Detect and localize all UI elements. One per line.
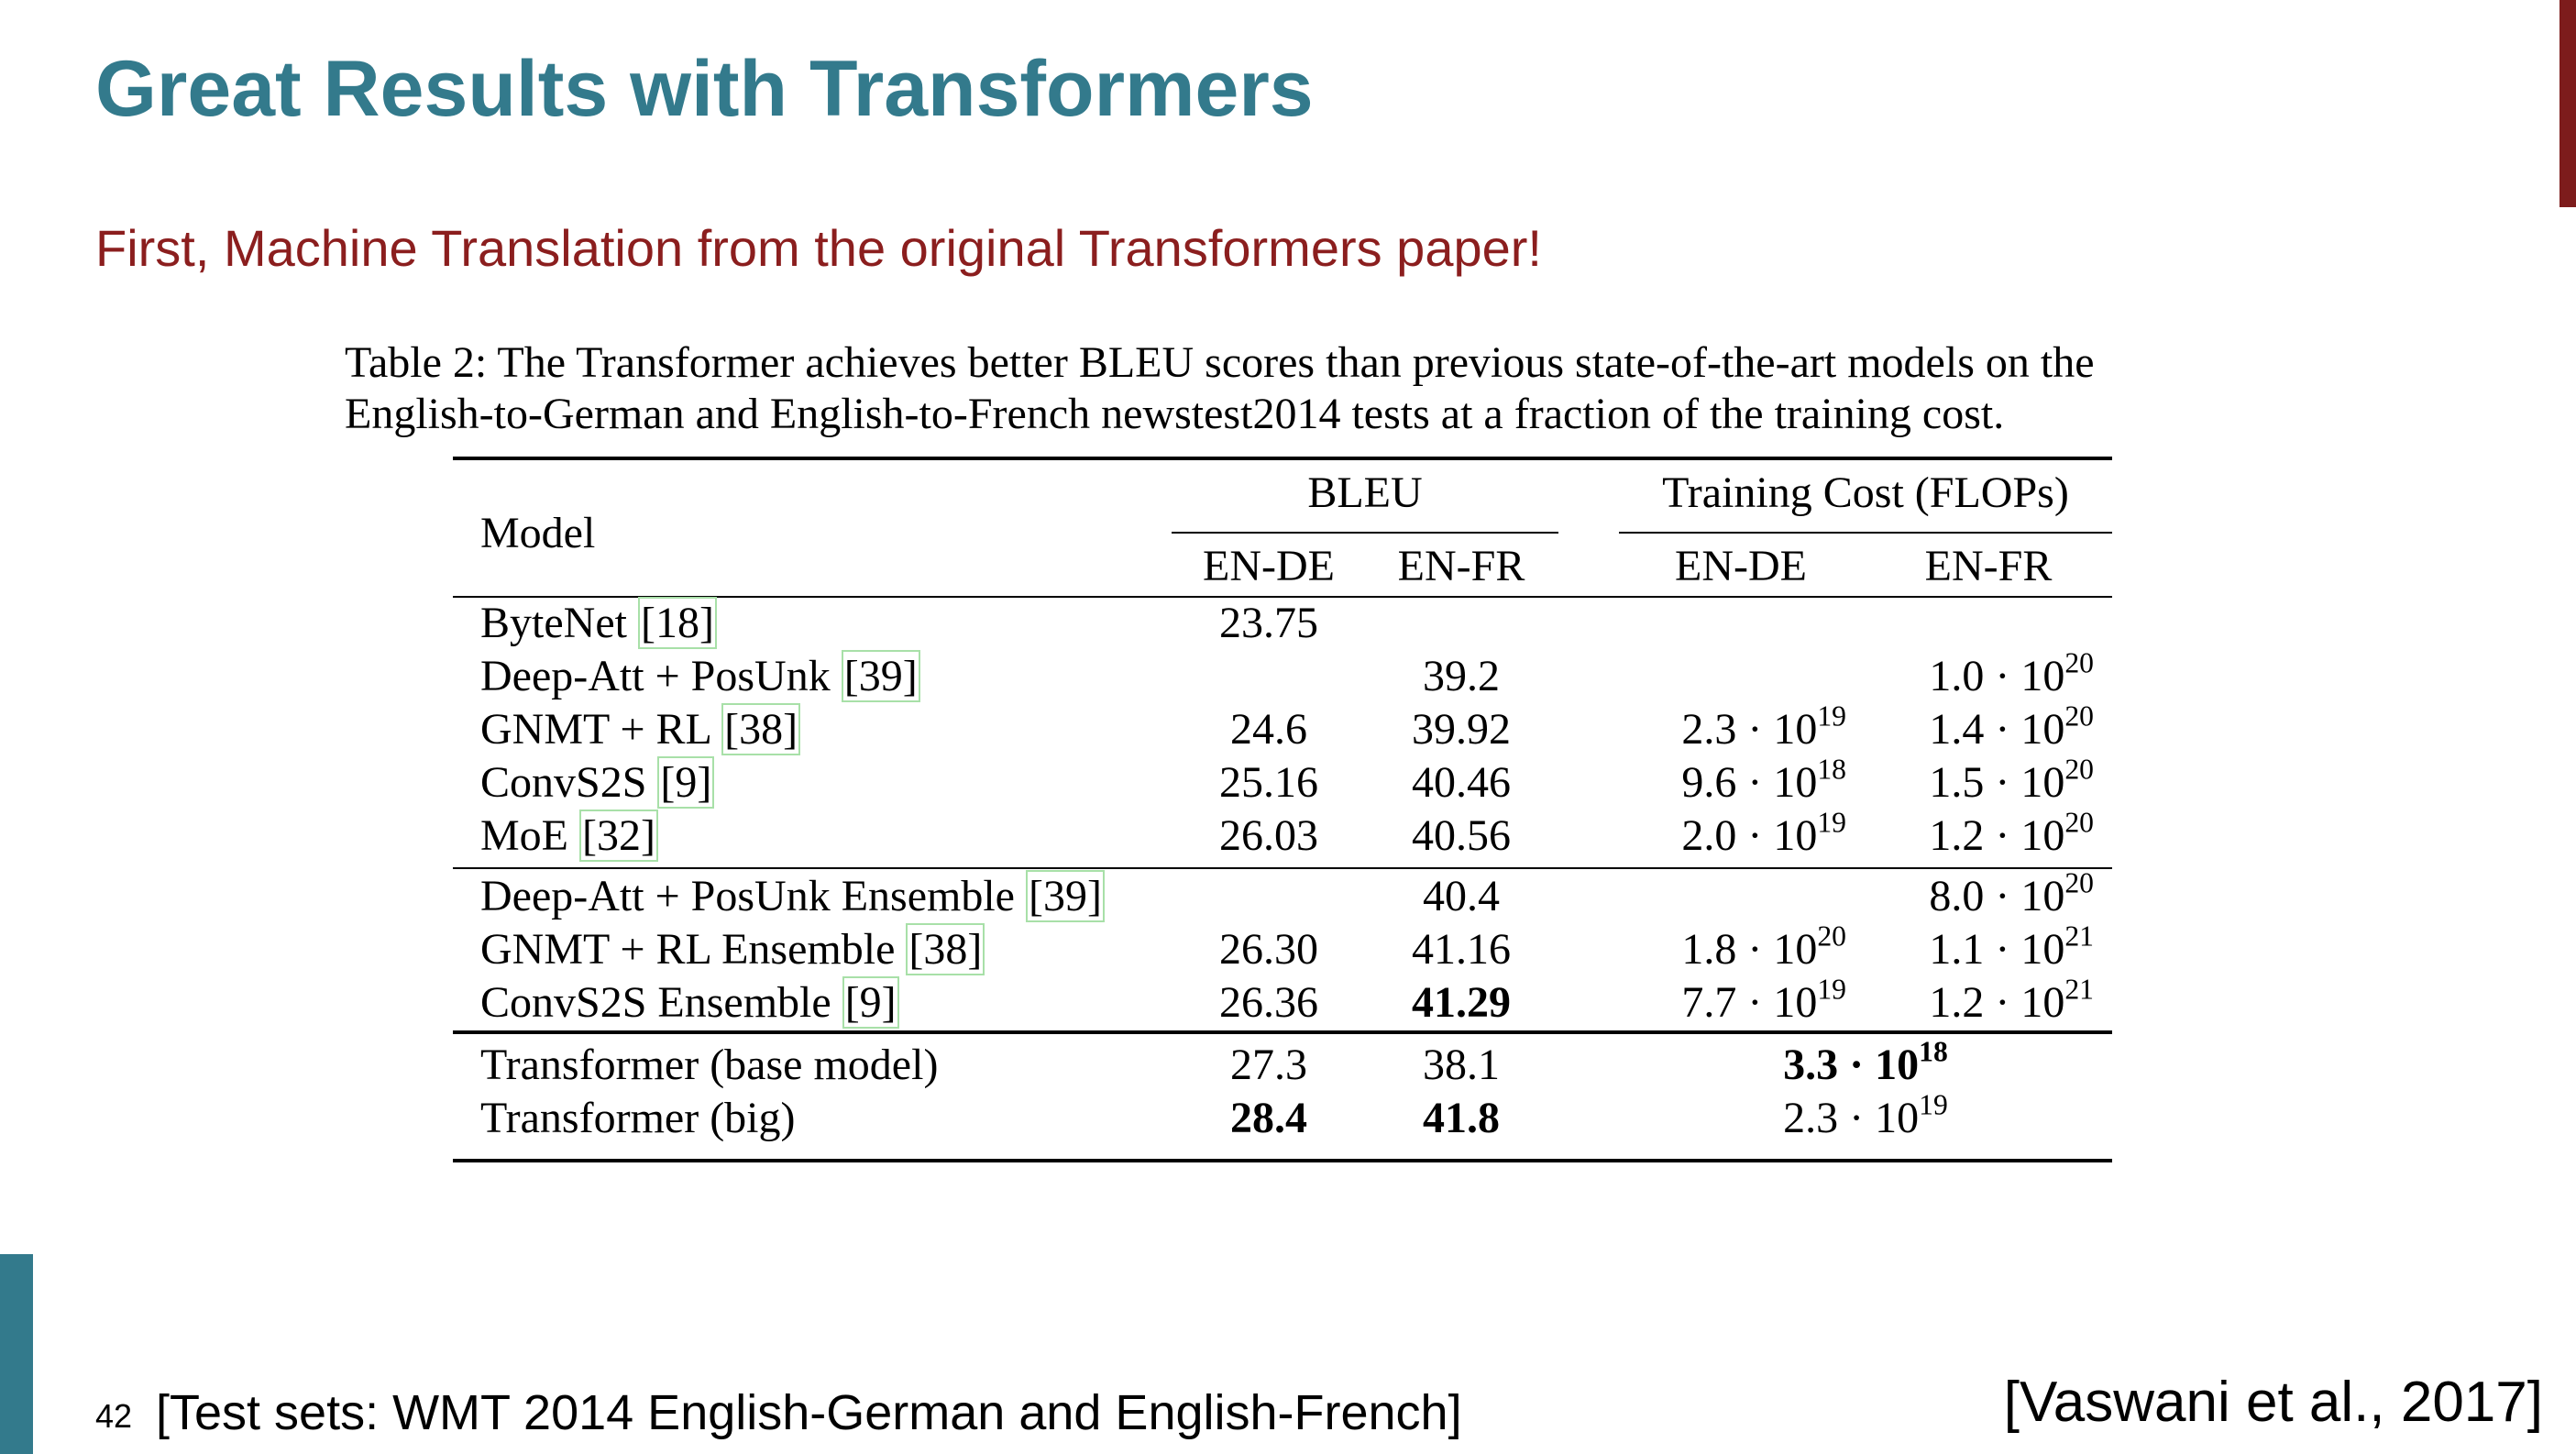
bleu-enfr-value: 39.2 xyxy=(1423,652,1500,700)
footer-citation: [Vaswani et al., 2017] xyxy=(2003,1371,2543,1434)
bleu-enfr-value: 39.92 xyxy=(1412,705,1511,754)
group-rule xyxy=(453,867,2112,869)
cost-underline xyxy=(1619,532,2112,534)
cost-enfr-value: 1.5 · 1020 xyxy=(1929,753,2094,807)
bleu-ende-value: 26.36 xyxy=(1219,978,1318,1027)
caption-line-2: English-to-German and English-to-French … xyxy=(345,390,2005,438)
cost-ende-value: 9.6 · 1018 xyxy=(1681,753,1846,807)
table-caption: Table 2: The Transformer achieves better… xyxy=(345,337,2251,440)
header-bleu-ende: EN-DE xyxy=(1203,542,1335,590)
model-name: Deep-Att + PosUnk [39] xyxy=(480,650,920,702)
cost-enfr-value: 1.1 · 1021 xyxy=(1929,920,2094,974)
header-rule xyxy=(453,596,2112,598)
bleu-ende-value: 25.16 xyxy=(1219,758,1318,807)
header-cost-ende: EN-DE xyxy=(1675,542,1807,590)
top-rule xyxy=(453,457,2112,460)
citation-link[interactable]: [39] xyxy=(1025,870,1105,922)
bleu-ende-value: 23.75 xyxy=(1219,599,1318,647)
cost-ende-value: 1.8 · 1020 xyxy=(1681,920,1846,974)
bottom-rule xyxy=(453,1159,2112,1162)
model-name: GNMT + RL [38] xyxy=(480,703,801,755)
bleu-enfr-value: 38.1 xyxy=(1423,1041,1500,1089)
accent-bar-right xyxy=(2559,0,2576,207)
footer-test-sets: [Test sets: WMT 2014 English-German and … xyxy=(156,1385,1462,1440)
accent-bar-left xyxy=(0,1254,33,1454)
model-name: Deep-Att + PosUnk Ensemble [39] xyxy=(480,870,1105,922)
model-name: Transformer (big) xyxy=(480,1094,796,1142)
model-name: ConvS2S [9] xyxy=(480,756,715,809)
bleu-enfr-value: 40.4 xyxy=(1423,872,1500,920)
page-number: 42 xyxy=(95,1397,133,1435)
model-name: ConvS2S Ensemble [9] xyxy=(480,976,899,1029)
header-bleu-enfr: EN-FR xyxy=(1397,542,1525,590)
training-cost-value: 3.3 · 1018 xyxy=(1783,1035,1948,1089)
model-name: Transformer (base model) xyxy=(480,1041,939,1089)
citation-link[interactable]: [18] xyxy=(637,597,717,649)
slide-subtitle: First, Machine Translation from the orig… xyxy=(95,219,1542,277)
bleu-ende-value: 26.03 xyxy=(1219,811,1318,860)
transformer-rule xyxy=(453,1030,2112,1034)
bleu-enfr-value: 41.8 xyxy=(1423,1094,1500,1142)
model-name: MoE [32] xyxy=(480,810,658,862)
header-training-cost: Training Cost (FLOPs) xyxy=(1662,468,2069,517)
cost-ende-value: 7.7 · 1019 xyxy=(1681,973,1846,1027)
bleu-enfr-value: 41.16 xyxy=(1412,925,1511,974)
cost-ende-value: 2.3 · 1019 xyxy=(1681,699,1846,754)
citation-link[interactable]: [38] xyxy=(721,703,801,755)
cost-ende-value: 2.0 · 1019 xyxy=(1681,806,1846,860)
bleu-ende-value: 27.3 xyxy=(1230,1041,1307,1089)
training-cost-value: 2.3 · 1019 xyxy=(1783,1088,1948,1142)
caption-line-1: Table 2: The Transformer achieves better… xyxy=(345,338,2095,387)
cost-enfr-value: 1.4 · 1020 xyxy=(1929,699,2094,754)
cost-enfr-value: 8.0 · 1020 xyxy=(1929,866,2094,920)
bleu-ende-value: 26.30 xyxy=(1219,925,1318,974)
bleu-ende-value: 28.4 xyxy=(1230,1094,1307,1142)
citation-link[interactable]: [32] xyxy=(579,810,658,862)
cost-enfr-value: 1.2 · 1020 xyxy=(1929,806,2094,860)
citation-link[interactable]: [39] xyxy=(841,650,920,702)
cost-enfr-value: 1.0 · 1020 xyxy=(1929,646,2094,700)
citation-link[interactable]: [9] xyxy=(842,976,899,1029)
bleu-enfr-value: 40.56 xyxy=(1412,811,1511,860)
bleu-underline xyxy=(1172,532,1558,534)
cost-enfr-value: 1.2 · 1021 xyxy=(1929,973,2094,1027)
model-name: ByteNet [18] xyxy=(480,597,717,649)
bleu-enfr-value: 41.29 xyxy=(1412,978,1511,1027)
citation-link[interactable]: [9] xyxy=(657,756,715,809)
citation-link[interactable]: [38] xyxy=(906,923,985,975)
header-model: Model xyxy=(480,509,596,557)
bleu-enfr-value: 40.46 xyxy=(1412,758,1511,807)
results-table: Model BLEU Training Cost (FLOPs) EN-DE E… xyxy=(453,457,2112,1162)
header-cost-enfr: EN-FR xyxy=(1924,542,2053,590)
bleu-ende-value: 24.6 xyxy=(1230,705,1307,754)
model-name: GNMT + RL Ensemble [38] xyxy=(480,923,985,975)
header-bleu: BLEU xyxy=(1307,468,1423,517)
slide-title: Great Results with Transformers xyxy=(95,45,1314,133)
